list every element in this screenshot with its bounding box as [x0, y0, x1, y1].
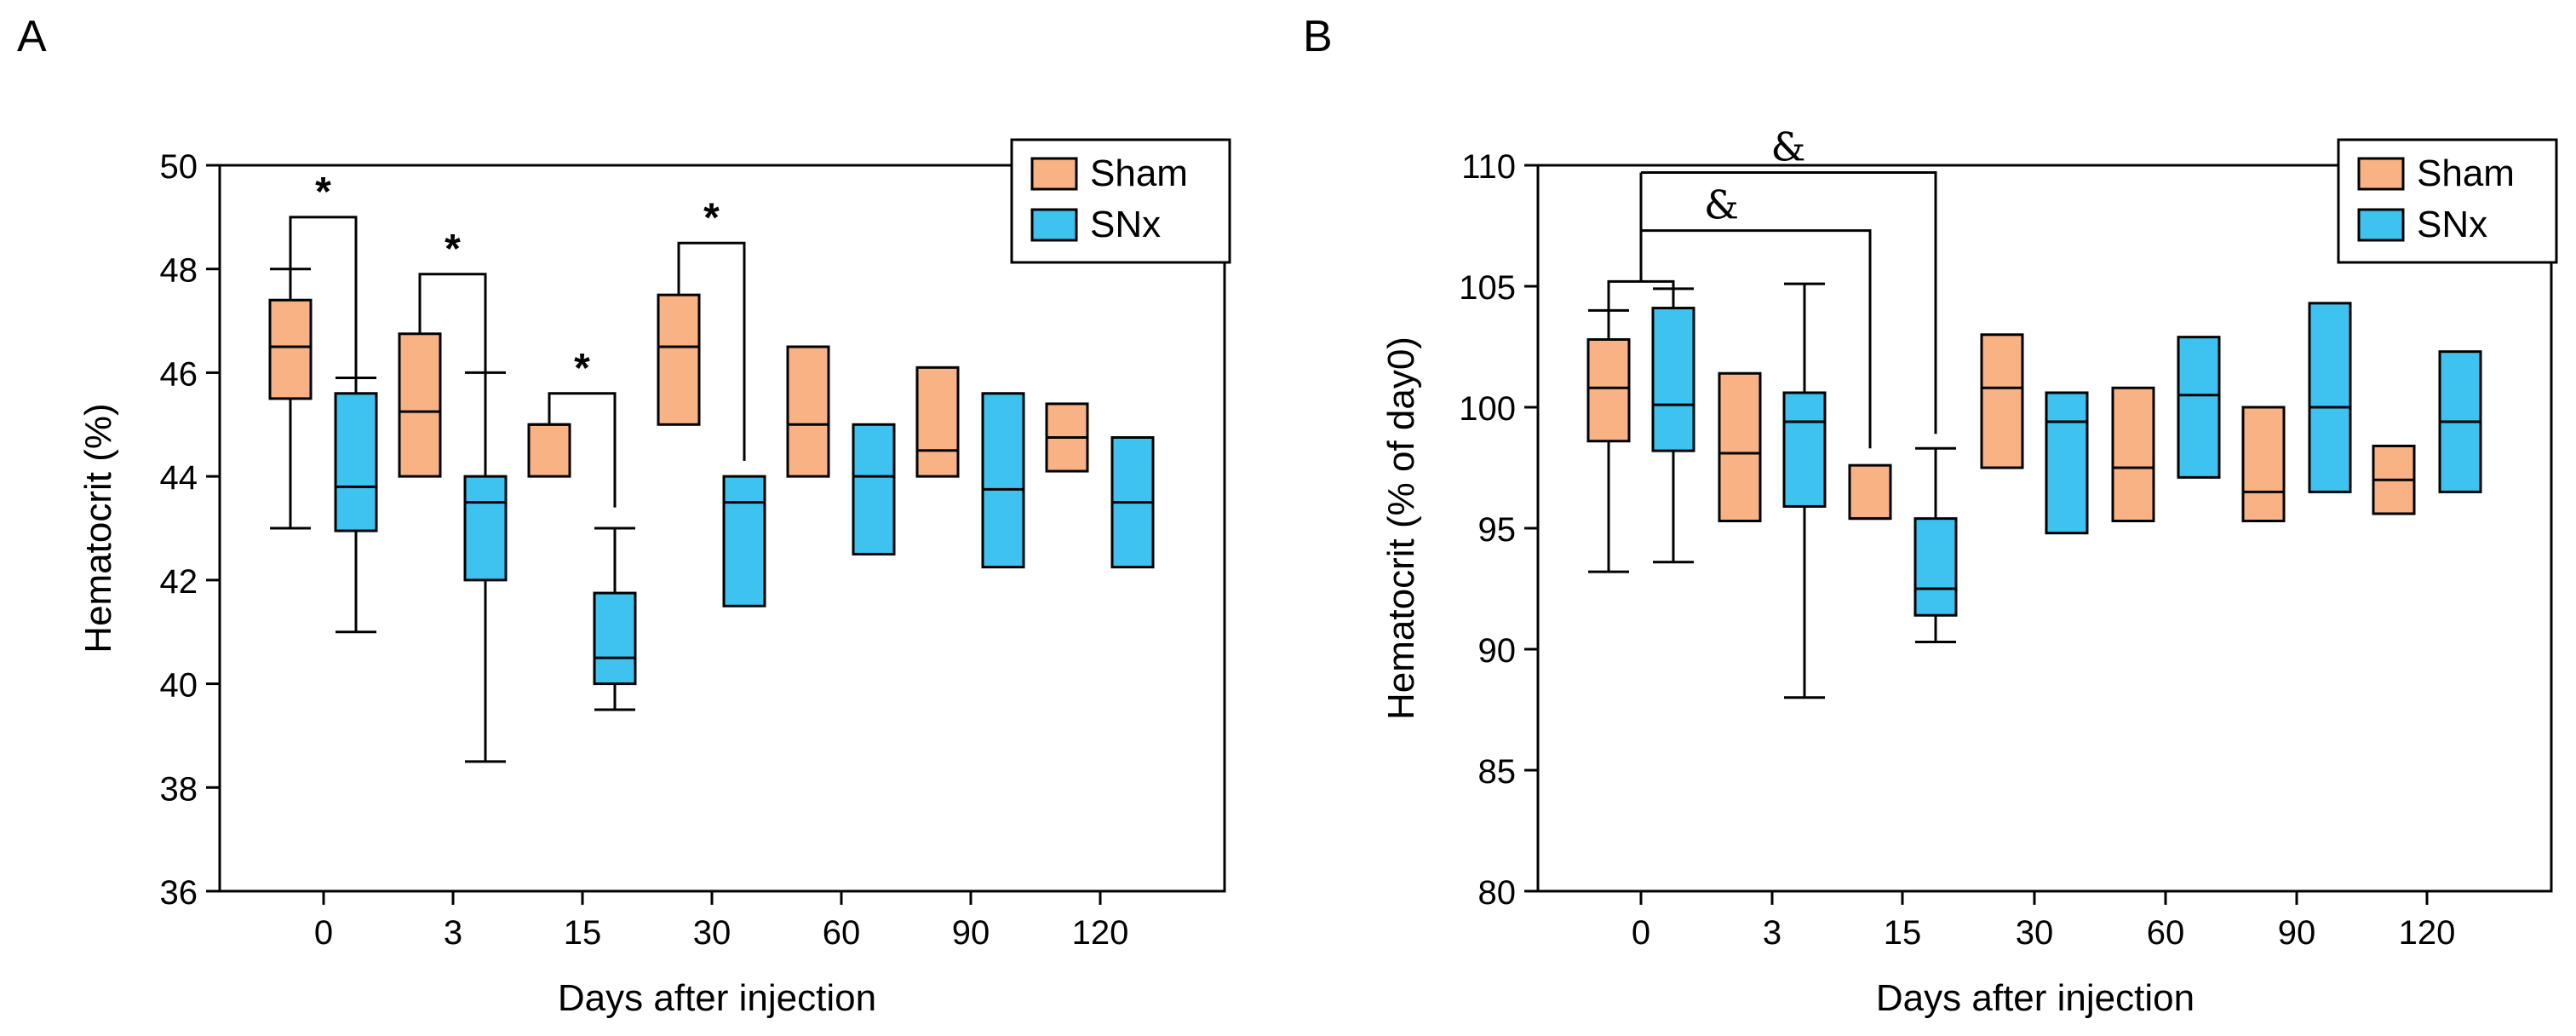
- legend-label-snx-a: SNx: [1090, 204, 1161, 245]
- x-tick-label-b: 0: [1632, 914, 1650, 952]
- x-tick-label-b: 3: [1763, 914, 1781, 952]
- panel-b: B 80 85 90 95 100 105 110 0 3 15 30 60 90 120 && Day…: [1303, 12, 2558, 1019]
- box-snx-b: [1913, 517, 1958, 617]
- box-snx-a: [981, 392, 1025, 569]
- box-sham-b: [1848, 463, 1892, 521]
- y-tick-label-b: 105: [1459, 269, 1516, 307]
- significance-bracket: [289, 216, 358, 394]
- y-tick-label-a: 40: [160, 667, 198, 705]
- y-tick-label-a: 44: [160, 459, 198, 497]
- legend-a: Sham SNx: [1010, 138, 1231, 264]
- legend-swatch-sham-b: [2357, 157, 2405, 191]
- x-tick-label-a: 60: [823, 914, 861, 952]
- y-tick-label-a: 36: [160, 874, 198, 912]
- box-snx-a: [463, 475, 508, 582]
- significance-bracket: [418, 273, 487, 373]
- box-snx-a: [593, 591, 637, 686]
- y-tick-label-a: 42: [160, 563, 198, 601]
- significance-bracket: [677, 241, 746, 461]
- box-snx-a: [722, 475, 766, 607]
- box-sham-a: [915, 365, 960, 478]
- significance-marker: *: [315, 170, 331, 215]
- y-tick-label-b: 110: [1461, 148, 1516, 186]
- significance-marker: *: [574, 346, 590, 391]
- plot-frame-a: [218, 164, 1226, 893]
- box-snx-b: [2045, 391, 2089, 535]
- x-tick-label-a: 90: [952, 914, 990, 952]
- panel-label-a: A: [17, 12, 47, 61]
- x-axis-label-a: Days after injection: [558, 977, 876, 1019]
- y-tick-label-b: 80: [1478, 874, 1517, 912]
- box-sham-b: [1980, 333, 2024, 469]
- legend-label-sham-a: Sham: [1090, 153, 1188, 194]
- box-sham-b: [2111, 386, 2155, 522]
- x-tick-label-b: 30: [2016, 914, 2054, 952]
- x-tick-label-b: 60: [2147, 914, 2185, 952]
- legend-label-snx-b: SNx: [2417, 204, 2487, 245]
- panel-label-b: B: [1303, 12, 1333, 61]
- x-axis-ticks-a: 0 3 15 30 60 90 120: [314, 891, 1129, 952]
- y-axis-ticks-b: 80 85 90 95 100 105 110: [1459, 148, 1538, 912]
- box-snx-a: [334, 392, 378, 532]
- x-tick-label-a: 15: [564, 914, 602, 952]
- y-axis-label-a: Hematocrit (%): [77, 403, 119, 653]
- significance-marker: *: [445, 227, 461, 272]
- box-snx-a: [852, 423, 896, 555]
- box-sham-a: [657, 293, 701, 426]
- y-tick-label-b: 85: [1478, 753, 1517, 791]
- x-tick-label-a: 0: [314, 914, 333, 952]
- box-series-b: [1586, 282, 2482, 699]
- significance-annotations-b: &&: [1607, 124, 1937, 449]
- legend-label-sham-b: Sham: [2417, 153, 2515, 194]
- plot-frame-b: [1536, 164, 2553, 893]
- y-axis-label-b: Hematocrit (% of day0): [1380, 337, 1422, 720]
- significance-marker: &: [1704, 182, 1739, 228]
- x-tick-label-a: 30: [693, 914, 731, 952]
- box-snx-b: [2308, 302, 2352, 493]
- significance-marker: *: [703, 195, 720, 240]
- box-sham-a: [786, 345, 830, 478]
- y-tick-label-b: 100: [1459, 390, 1516, 428]
- y-tick-label-a: 38: [160, 770, 198, 808]
- box-sham-b: [1586, 337, 1631, 443]
- y-tick-label-b: 90: [1478, 632, 1517, 670]
- y-tick-label-a: 50: [160, 148, 198, 186]
- box-sham-b: [2241, 406, 2286, 522]
- x-tick-label-b: 120: [2399, 914, 2456, 952]
- box-sham-a: [268, 298, 313, 400]
- x-tick-label-b: 90: [2278, 914, 2316, 952]
- y-tick-label-b: 95: [1478, 511, 1517, 549]
- x-tick-label-b: 15: [1884, 914, 1922, 952]
- y-tick-label-a: 48: [160, 252, 198, 290]
- y-tick-label-a: 46: [160, 355, 198, 393]
- box-sham-b: [1718, 371, 1762, 522]
- box-snx-b: [1651, 307, 1695, 452]
- significance-bracket: [1641, 229, 1872, 449]
- legend-b: Sham SNx: [2337, 138, 2558, 264]
- box-series-a: [268, 268, 1155, 763]
- legend-swatch-snx-a: [1030, 208, 1078, 242]
- significance-annotations-a: * * * *: [289, 170, 746, 508]
- legend-swatch-sham-a: [1030, 157, 1078, 191]
- significance-bracket: [548, 392, 617, 508]
- box-snx-b: [2177, 336, 2221, 479]
- significance-bracket: [1641, 171, 1937, 435]
- box-sham-a: [398, 332, 442, 478]
- x-tick-label-a: 3: [444, 914, 462, 952]
- box-sham-a: [527, 423, 571, 478]
- x-tick-label-a: 120: [1072, 914, 1129, 952]
- legend-swatch-snx-b: [2357, 208, 2405, 242]
- x-axis-ticks-b: 0 3 15 30 60 90 120: [1632, 891, 2456, 952]
- y-axis-ticks-a: 36 38 40 42 44 46 48 50: [160, 148, 220, 912]
- x-axis-label-b: Days after injection: [1876, 977, 2194, 1019]
- box-snx-b: [1782, 391, 1827, 508]
- significance-marker: &: [1771, 124, 1806, 170]
- panel-a: A 36 38 40 42 44 46 48 50 0 3 15 30 60 90 120 * * * * Da…: [17, 12, 1231, 1019]
